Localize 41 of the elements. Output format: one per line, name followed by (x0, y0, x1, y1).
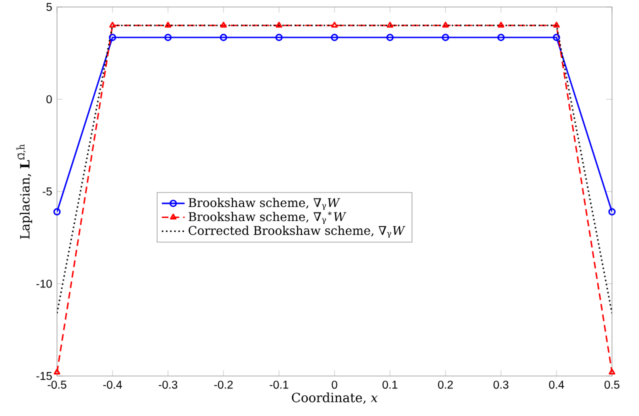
y-tick-label: -5 (42, 188, 52, 196)
x-axis-title: Coordinate, x (292, 392, 378, 404)
legend-label: Brookshaw scheme, ∇$_{γ}$$^{∗}$W (188, 212, 346, 224)
x-tick-label: -0.4 (103, 380, 122, 389)
legend-label: Brookshaw scheme, ∇$_{γ}$W (188, 198, 340, 210)
x-tick-label: 0.4 (549, 380, 564, 389)
point (109, 22, 116, 28)
point (330, 34, 338, 42)
point (498, 22, 504, 28)
legend-label: Corrected Brookshaw scheme, ∇$_{γ}$W (188, 226, 406, 238)
point (608, 368, 616, 374)
point (276, 22, 282, 28)
x-tick-label: -0.3 (158, 380, 178, 389)
point (442, 22, 449, 28)
y-tick-label: -15 (36, 372, 52, 380)
point (386, 34, 394, 42)
point (552, 34, 560, 42)
y-tick-label: 5 (46, 3, 52, 11)
x-tick-label: 0.2 (438, 380, 453, 389)
point (331, 22, 338, 28)
point (442, 34, 450, 42)
point (220, 22, 227, 28)
x-tick-label: 0 (332, 380, 338, 389)
point (164, 22, 172, 28)
x-tick-label: 0.5 (604, 380, 620, 389)
y-tick-label: -10 (36, 280, 52, 288)
point (54, 368, 60, 374)
point (108, 34, 116, 42)
x-tick-label: -0.1 (270, 380, 288, 389)
x-tick-label: -0.5 (48, 380, 66, 389)
point (497, 34, 505, 42)
point (386, 22, 394, 28)
y-axis-title: Laplacian, L$^{Ω̃,ĥ}$ (16, 144, 32, 239)
y-tick-label: 0 (46, 95, 52, 104)
point (275, 34, 283, 42)
point (553, 22, 560, 28)
point (164, 34, 172, 42)
x-tick-label: 0.1 (382, 380, 398, 389)
x-tick-label: 0.3 (494, 380, 508, 389)
x-tick-label: -0.2 (214, 380, 233, 389)
point (220, 34, 228, 42)
